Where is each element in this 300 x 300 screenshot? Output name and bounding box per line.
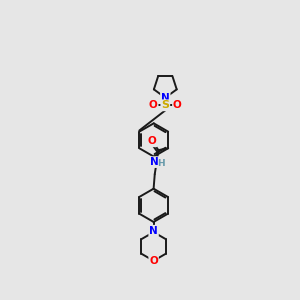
Text: O: O	[173, 100, 182, 110]
Text: N: N	[149, 226, 158, 236]
Text: O: O	[149, 100, 158, 110]
Text: O: O	[149, 256, 158, 266]
Text: S: S	[161, 100, 169, 110]
Text: H: H	[157, 158, 165, 167]
Text: N: N	[150, 157, 159, 167]
Text: O: O	[148, 136, 156, 146]
Text: N: N	[161, 93, 170, 103]
